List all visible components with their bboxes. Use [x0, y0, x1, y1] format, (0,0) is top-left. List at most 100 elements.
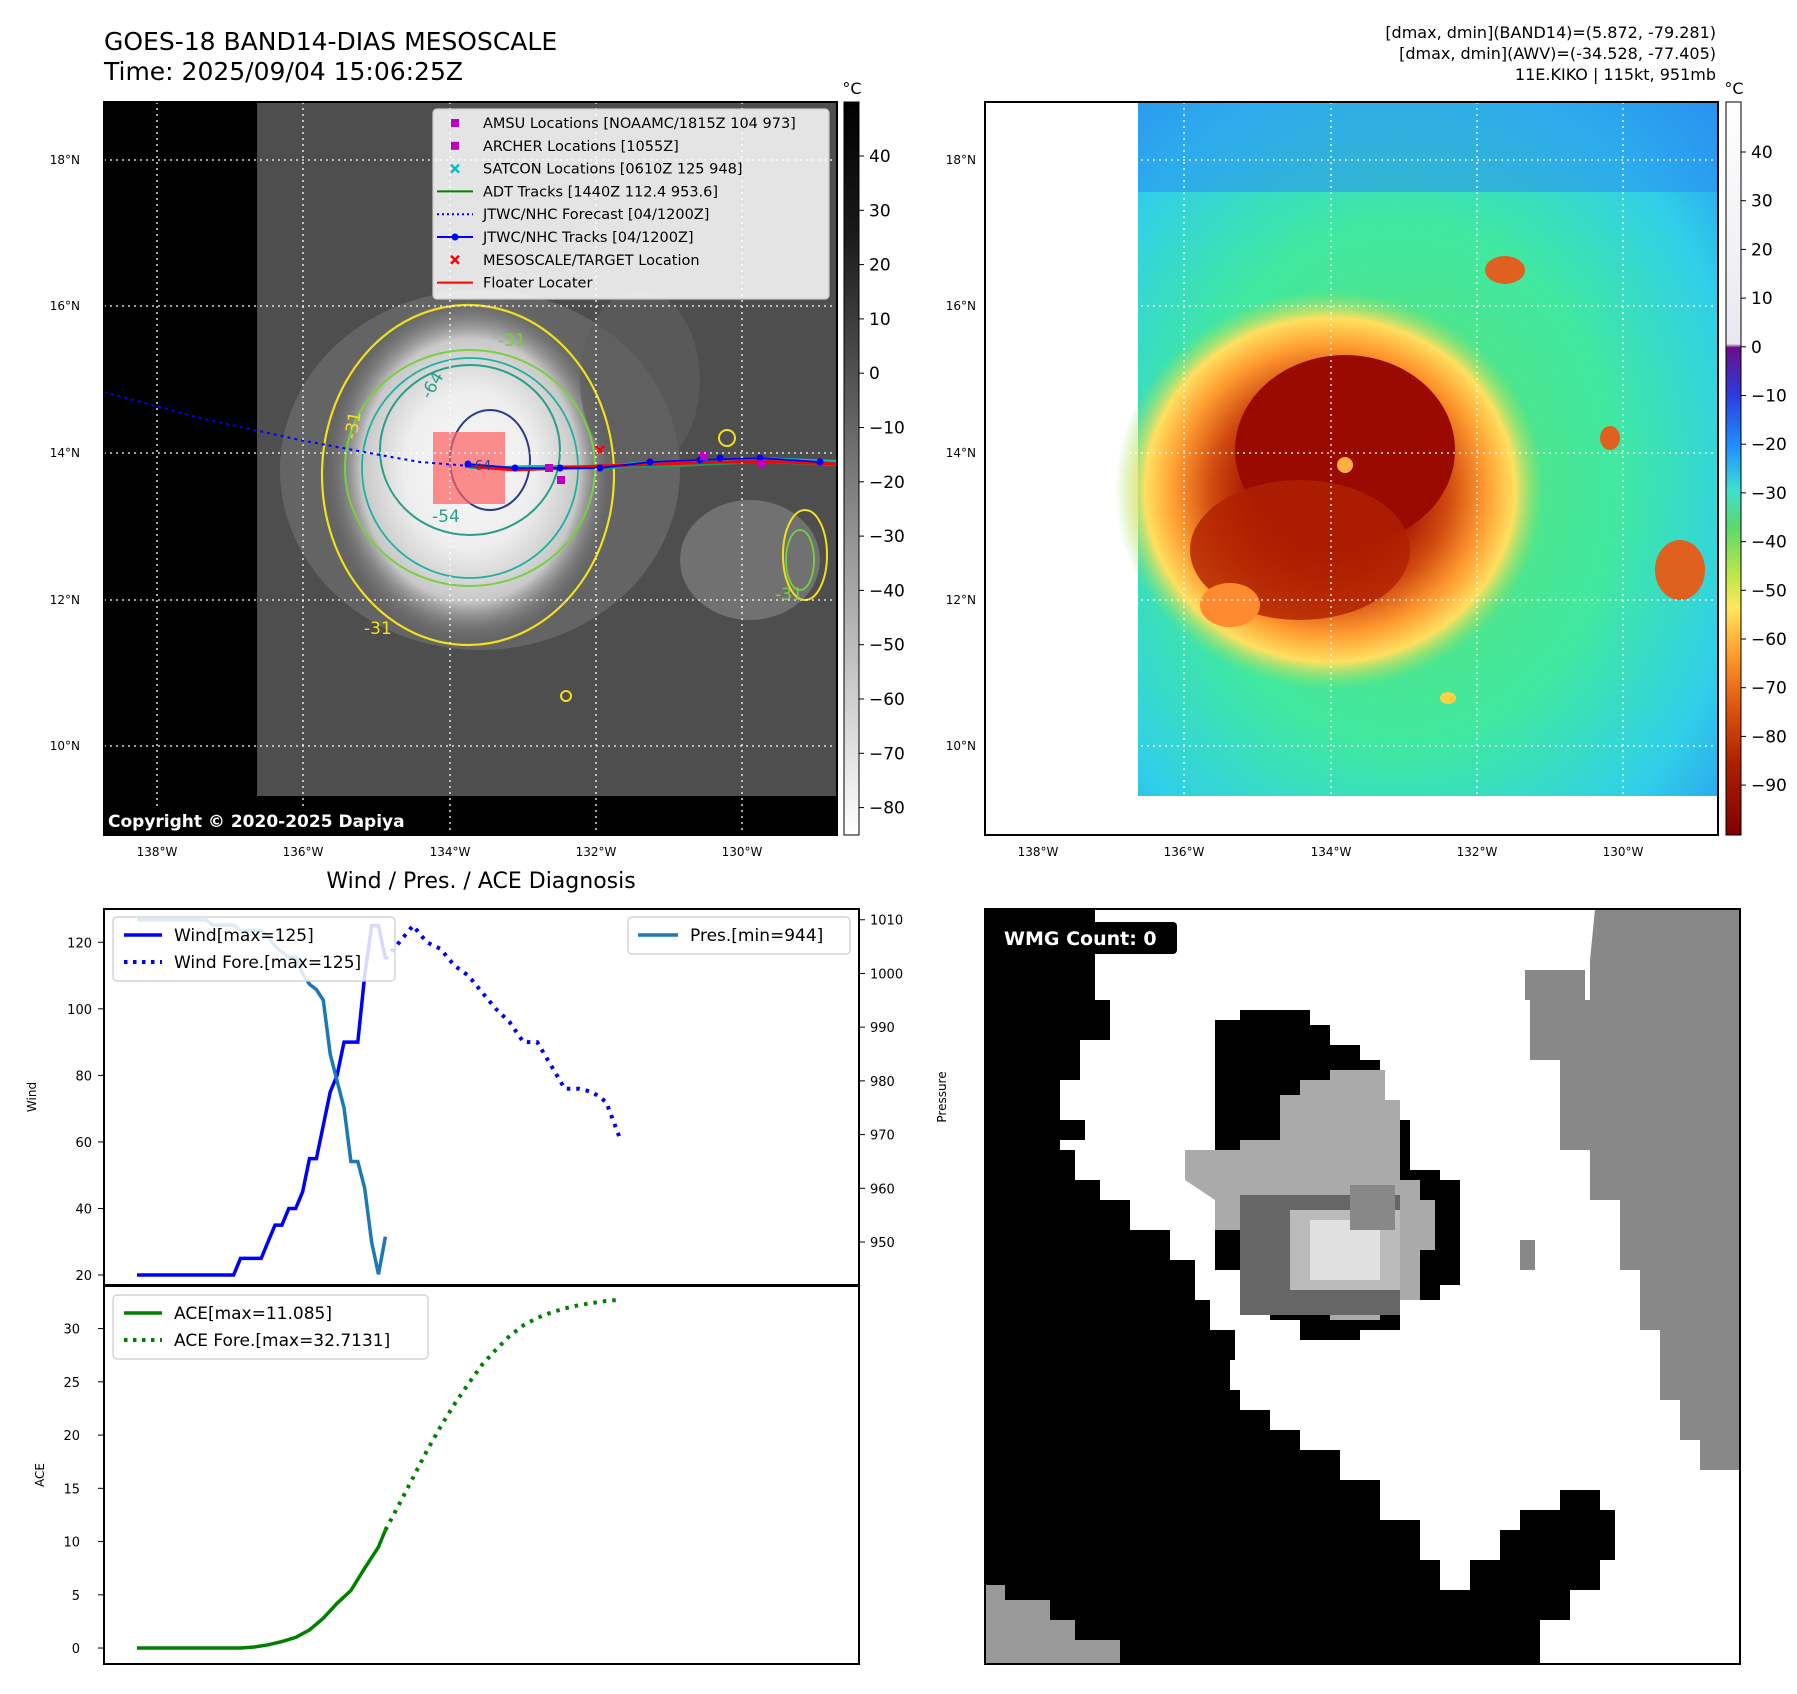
legend-label: ARCHER Locations [1055Z] — [483, 139, 679, 155]
lon-label: 138°W — [1018, 845, 1059, 859]
lat-label: 10°N — [946, 739, 976, 753]
wmg-frame — [984, 908, 1741, 1665]
wind-tick: 20 — [75, 1269, 92, 1284]
legend-label: Floater Locater — [483, 276, 592, 292]
pressure-tick: 970 — [870, 1129, 895, 1144]
colorbar-tick: 0 — [869, 364, 880, 384]
pressure-tick: 960 — [870, 1182, 895, 1197]
colorbar-tick: −80 — [869, 799, 905, 819]
colorbar-tick: 30 — [869, 201, 891, 221]
lon-label: 136°W — [283, 845, 324, 859]
lat-label: 10°N — [50, 739, 80, 753]
colorbar-tick: −20 — [1751, 435, 1787, 455]
colorbar-tick: 40 — [1751, 143, 1773, 163]
pressure-tick: 950 — [870, 1236, 895, 1251]
copyright-text: Copyright © 2020-2025 Dapiya — [108, 812, 405, 832]
wmg-black-region — [985, 909, 1615, 1664]
colorbar-tick: −70 — [1751, 679, 1787, 699]
lat-label: 14°N — [50, 446, 80, 460]
lat-label: 16°N — [946, 299, 976, 313]
colorbar-tick: −80 — [1751, 727, 1787, 747]
ace-legend — [112, 1294, 429, 1360]
ace-tick: 20 — [63, 1429, 80, 1444]
lon-label: 136°W — [1164, 845, 1205, 859]
ace-line — [137, 1529, 388, 1650]
colorbar-tick: −30 — [869, 527, 905, 547]
pressure-tick: 990 — [870, 1021, 895, 1036]
lat-label: 14°N — [946, 446, 976, 460]
wmg-count-label: WMG Count: 0 — [1004, 928, 1157, 950]
diagnosis-title: Wind / Pres. / ACE Diagnosis — [326, 869, 635, 894]
pressure-tick: 1010 — [870, 914, 903, 929]
wv-gridlines — [985, 102, 1718, 835]
contour-label: -31 — [498, 331, 526, 351]
legend-label: MESOSCALE/TARGET Location — [483, 253, 700, 269]
lon-label: 132°W — [576, 845, 617, 859]
colorbar-tick: 40 — [869, 147, 891, 167]
wind-tick: 120 — [67, 936, 92, 951]
contour-label: -31 — [341, 410, 366, 441]
legend-label: JTWC/NHC Tracks [04/1200Z] — [482, 230, 694, 246]
ace-tick: 15 — [63, 1482, 80, 1497]
lat-label: 18°N — [946, 153, 976, 167]
contour-label: -64 — [470, 459, 491, 474]
wind-forecast-line — [383, 922, 622, 1140]
pressure-tick: 980 — [870, 1075, 895, 1090]
legend-ace: ACE[max=11.085] — [174, 1304, 332, 1324]
pressure-tick: 1000 — [870, 967, 903, 982]
colorbar-tick: −60 — [1751, 630, 1787, 650]
colorbar-tick: −20 — [869, 473, 905, 493]
legend-wind: Wind[max=125] — [174, 926, 314, 946]
lat-label: 12°N — [946, 593, 976, 607]
contour-label: -31 — [364, 619, 392, 639]
legend-label: SATCON Locations [0610Z 125 948] — [483, 162, 742, 178]
legend-wind-fore: Wind Fore.[max=125] — [174, 953, 361, 973]
colorbar-tick: 30 — [1751, 192, 1773, 212]
pressure-axis-label: Pressure — [935, 1071, 949, 1122]
legend-pres: Pres.[min=944] — [690, 926, 823, 946]
legend-ace-fore: ACE Fore.[max=32.7131] — [174, 1331, 390, 1351]
diagnosis-panel: Wind / Pres. / ACE Diagnosis 12010080604… — [25, 869, 949, 1665]
lat-label: 18°N — [50, 153, 80, 167]
colorbar-tick: −60 — [869, 690, 905, 710]
wind-tick: 100 — [67, 1003, 92, 1018]
wind-tick: 80 — [75, 1069, 92, 1084]
wv-eye — [1337, 457, 1353, 473]
wmg-label-box — [995, 922, 1177, 954]
colorbar-tick: −70 — [869, 744, 905, 764]
ir-legend — [432, 108, 830, 300]
ir-contour-labels: -31 -64 -54 -31 -31 -31 -64 — [341, 331, 803, 639]
ir-contour-teal — [379, 364, 561, 536]
ace-tick: 0 — [72, 1642, 80, 1657]
colorbar-tick: 0 — [1751, 338, 1762, 358]
figure-time: Time: 2025/09/04 15:06:25Z — [103, 57, 463, 86]
lat-label: 12°N — [50, 593, 80, 607]
lon-label: 138°W — [137, 845, 178, 859]
ir-contour-yellow — [320, 303, 616, 647]
legend-label: AMSU Locations [NOAAMC/1815Z 104 973] — [483, 116, 796, 132]
legend-marker — [451, 141, 459, 150]
wind-legend — [112, 916, 396, 982]
contour-label: -31 — [775, 585, 803, 605]
lon-label: 130°W — [722, 845, 763, 859]
wind-axis-label: Wind — [25, 1082, 39, 1112]
wv-colorbar-unit: °C — [1724, 79, 1743, 98]
legend-marker — [451, 119, 459, 127]
wind-line — [137, 923, 388, 1277]
colorbar-tick: −90 — [1751, 776, 1787, 796]
contour-label: -54 — [432, 507, 460, 527]
dmax-awv: [dmax, dmin](AWV)=(-34.528, -77.405) — [1399, 44, 1716, 63]
lon-label: 134°W — [430, 845, 471, 859]
lat-label: 16°N — [50, 299, 80, 313]
wmg-panel: WMG Count: 0 — [984, 908, 1741, 1665]
legend-label: JTWC/NHC Forecast [04/1200Z] — [482, 207, 709, 223]
jtwc-track — [467, 457, 821, 469]
ace-tick: 5 — [72, 1589, 80, 1604]
dmax-band14: [dmax, dmin](BAND14)=(5.872, -79.281) — [1385, 23, 1716, 42]
colorbar-tick: −50 — [1751, 581, 1787, 601]
lon-label: 134°W — [1311, 845, 1352, 859]
lon-label: 132°W — [1457, 845, 1498, 859]
ace-tick: 30 — [63, 1323, 80, 1338]
